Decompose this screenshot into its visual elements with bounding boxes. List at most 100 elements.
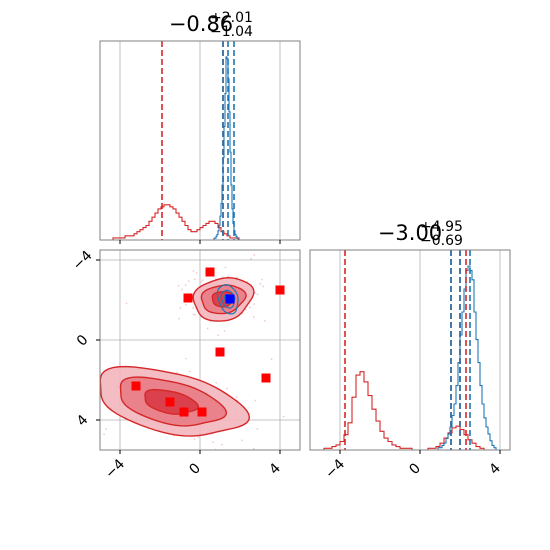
joint-sample-dot (270, 358, 273, 360)
joint-sample-dot (118, 362, 121, 365)
joint-sample-dot (224, 266, 227, 269)
joint-sample-dot (197, 436, 200, 439)
joint-sample-dot (249, 306, 251, 309)
joint-sample-dot (250, 257, 253, 260)
joint-sample-dot (131, 493, 133, 495)
joint-sample-dot (194, 313, 196, 316)
joint-sample-dot (187, 280, 190, 283)
joint-sample-dot (217, 334, 219, 337)
marginal-y-grid (339, 250, 501, 450)
marginal-y-quantile-lines (344, 250, 471, 450)
joint-sample-dot (82, 394, 84, 396)
joint-sample-dot (259, 282, 262, 285)
joint-sample-dot (137, 455, 139, 457)
marginal-y-red-histogram (320, 371, 488, 451)
marginal-x-title-value: −0.86 (169, 12, 233, 36)
joint-y-tick-label-2: −4 (70, 248, 96, 274)
joint-sample-dot (178, 317, 181, 320)
joint-sample-dot (245, 308, 247, 311)
joint-sample-dot (179, 307, 182, 309)
joint-sample-dot (221, 443, 223, 446)
marginal-x-quantile-lines (161, 41, 235, 240)
marginal-x-title: −0.86 (169, 12, 233, 36)
joint-sample-dot (177, 284, 180, 287)
joint-sample-dot (192, 313, 195, 316)
joint-sample-dot (241, 439, 243, 442)
marginal-y-ticks: −4 0 4 (322, 450, 504, 482)
joint-sample-dot (223, 329, 226, 332)
joint-sample-dot (212, 441, 214, 443)
marginal-y-blue-hist-line (436, 265, 498, 451)
joint-sample-dot (184, 284, 187, 287)
joint-sample-dot (215, 381, 218, 384)
marginal-y-x-tick-label-1: 0 (406, 460, 424, 478)
joint-sample-dot (193, 437, 196, 440)
joint-sample-dot (103, 433, 106, 436)
joint-sample-dot (264, 319, 266, 322)
joint-sample-dot (235, 396, 238, 398)
joint-sample-dot (253, 303, 256, 305)
marginal-y-frame (309, 249, 511, 451)
marginal-x-blue-hist-line (212, 56, 240, 241)
joint-sample-dot (256, 293, 259, 296)
joint-sample-dot (282, 415, 285, 418)
joint-x-tick-label-1: 0 (186, 460, 204, 478)
joint-x-tick-label-2: 4 (266, 460, 284, 478)
joint-sample-dot (262, 285, 265, 288)
joint-red-marker (131, 381, 141, 391)
joint-sample-dot (181, 288, 184, 291)
joint-red-marker (165, 397, 175, 407)
marginal-x-blue-histogram (212, 56, 240, 241)
joint-sample-dot (53, 369, 55, 371)
joint-sample-dot (192, 269, 195, 272)
joint-blue-contour-level1 (220, 289, 236, 309)
joint-sample-dot (184, 303, 187, 306)
marginal-y-red-hist-line (320, 371, 488, 451)
joint-sample-dot (32, 376, 34, 378)
joint-sample-dot (261, 278, 263, 281)
joint-red-marker (261, 373, 271, 383)
marginal-y-x-tick-label-0: −4 (322, 456, 348, 482)
joint-x-tick-label-0: −4 (102, 456, 128, 482)
joint-sample-dot (206, 327, 209, 330)
marginal-y-title: −3.00 (378, 221, 442, 245)
joint-red-marker (179, 407, 189, 417)
joint-sample-dot (188, 370, 191, 373)
joint-sample-dot (200, 280, 203, 283)
joint-red-marker (275, 285, 285, 295)
joint-sample-dot (201, 279, 204, 282)
joint-sample-dot (59, 360, 61, 362)
joint-sample-dot (125, 302, 128, 305)
marginal-histogram-x: −0.86 +2.01 −1.04 (99, 10, 301, 244)
joint-sample-dot (176, 371, 178, 374)
joint-sample-dot (105, 428, 107, 431)
joint-blue-contour-level0 (216, 284, 239, 315)
joint-sample-dot (254, 399, 257, 402)
joint-sample-dot (85, 365, 87, 367)
joint-y-tick-label-0: 4 (74, 412, 92, 430)
joint-sample-dot (192, 306, 195, 309)
marginal-y-blue-histogram (436, 265, 498, 451)
joint-red-marker (197, 407, 207, 417)
marginal-x-red-hist-line (110, 204, 240, 241)
joint-sample-dot (227, 457, 229, 459)
joint-sample-dot (185, 357, 187, 360)
marginal-x-grid (119, 41, 281, 240)
joint-red-marker (215, 347, 225, 357)
joint-sample-dot (254, 291, 257, 294)
joint-sample-dot (193, 278, 196, 281)
marginal-y-x-tick-label-2: 4 (486, 460, 504, 478)
marginal-x-ticks (119, 240, 281, 244)
joint-red-marker (205, 267, 215, 277)
marginal-y-plot-area (310, 250, 510, 450)
joint-sample-dot (227, 275, 229, 278)
joint-red-marker (183, 293, 193, 303)
joint-sample-dot (252, 316, 255, 318)
joint-sample-dot (67, 428, 69, 430)
joint-sample-dot (252, 448, 255, 450)
joint-y-tick-label-1: 0 (74, 332, 92, 350)
marginal-y-title-lower: −0.69 (420, 233, 463, 249)
joint-blue-marker (225, 294, 235, 304)
marginal-x-title-upper: +2.01 (210, 10, 253, 26)
